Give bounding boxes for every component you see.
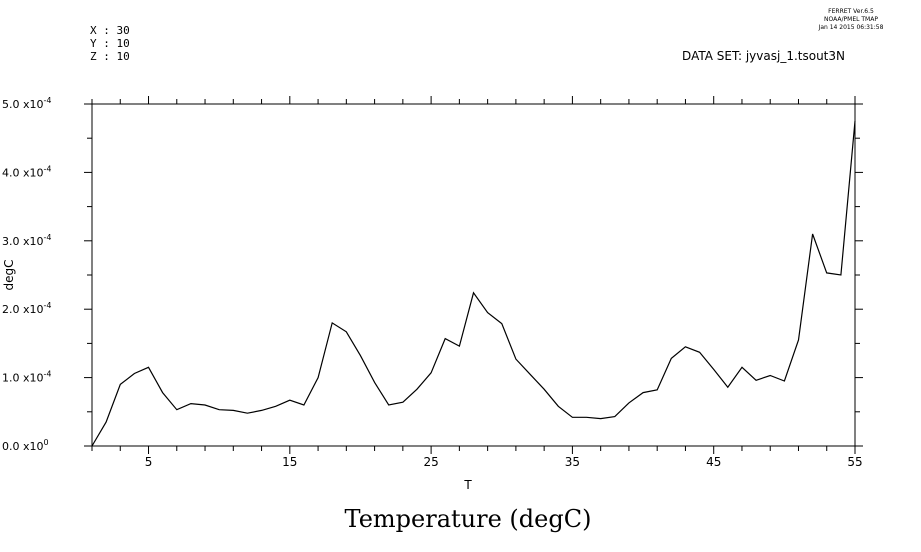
y-tick-mantissa: 1.0 x10 (2, 372, 44, 385)
ferret-version: FERRET Ver.6.5 (828, 8, 874, 15)
coord-y: Y : 10 (90, 37, 130, 50)
y-tick-mantissa: 5.0 x10 (2, 98, 44, 111)
y-tick-exponent: -4 (44, 301, 52, 310)
series-line (91, 121, 856, 447)
ferret-date: Jan 14 2015 06:31:58 (818, 24, 884, 31)
y-tick-exponent: -4 (44, 96, 52, 105)
y-tick-mantissa: 4.0 x10 (2, 166, 44, 179)
coord-x: X : 30 (90, 24, 130, 37)
x-tick-label: 15 (282, 455, 297, 469)
plot-frame (91, 103, 856, 447)
x-tick-label: 35 (565, 455, 580, 469)
y-tick-label: 3.0 x10-4 (2, 233, 51, 248)
x-tick-label: 5 (145, 455, 153, 469)
y-tick-label: 4.0 x10-4 (2, 164, 51, 179)
y-tick-exponent: 0 (44, 438, 49, 447)
y-tick-exponent: -4 (44, 233, 52, 242)
y-tick-label: 0.0 x100 (2, 438, 49, 453)
y-tick-label: 2.0 x10-4 (2, 301, 51, 316)
x-tick-labels: 5 15 25 35 45 55 (145, 455, 863, 469)
x-tick-label: 55 (847, 455, 862, 469)
y-tick-mantissa: 3.0 x10 (2, 235, 44, 248)
coord-z: Z : 10 (90, 50, 130, 63)
ticks-group (84, 96, 863, 454)
dataset-label: DATA SET: jyvasj_1.tsout3N (682, 49, 845, 63)
y-axis-label: degC (2, 260, 16, 291)
y-tick-exponent: -4 (44, 164, 52, 173)
y-tick-mantissa: 0.0 x10 (2, 440, 44, 453)
x-axis-label: T (463, 478, 472, 492)
y-tick-label: 1.0 x10-4 (2, 370, 51, 385)
y-tick-exponent: -4 (44, 370, 52, 379)
x-tick-label: 25 (423, 455, 438, 469)
y-tick-mantissa: 2.0 x10 (2, 303, 44, 316)
chart-title: Temperature (degC) (345, 505, 592, 533)
x-tick-label: 45 (706, 455, 721, 469)
ferret-org: NOAA/PMEL TMAP (824, 16, 878, 23)
y-tick-label: 5.0 x10-4 (2, 96, 51, 111)
